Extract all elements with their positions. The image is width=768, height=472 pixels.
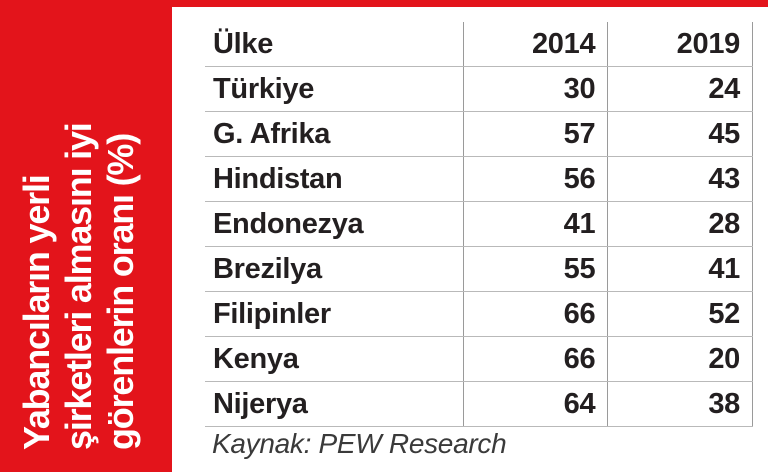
value-cell: 66 — [462, 336, 608, 382]
value-cell: 43 — [607, 156, 753, 202]
title-line: görenlerin oranı (%) — [100, 133, 141, 450]
table-row: Hindistan 56 43 — [205, 156, 753, 202]
header-row: Ülke 2014 2019 — [205, 22, 753, 67]
table-row: G. Afrika 57 45 — [205, 111, 753, 157]
title: Yabancıların yerli şirketleri almasını iy… — [2, 8, 172, 472]
value-cell: 24 — [607, 66, 753, 112]
header-cell: 2019 — [607, 22, 753, 67]
top-bar — [0, 0, 768, 7]
value-cell: 41 — [462, 201, 608, 247]
country-cell: Filipinler — [205, 291, 464, 337]
table-row: Kenya 66 20 — [205, 336, 753, 382]
table-row: Türkiye 30 24 — [205, 66, 753, 112]
value-cell: 20 — [607, 336, 753, 382]
value-cell: 66 — [462, 291, 608, 337]
country-cell: Endonezya — [205, 201, 464, 247]
value-cell: 55 — [462, 246, 608, 292]
source: Kaynak: PEW Research — [212, 428, 507, 459]
title-line: şirketleri almasını iyi — [58, 123, 99, 450]
table-row: Filipinler 66 52 — [205, 291, 753, 337]
table-row: Nijerya 64 38 — [205, 381, 753, 427]
value-cell: 30 — [462, 66, 608, 112]
country-cell: Türkiye — [205, 66, 464, 112]
table-row: Brezilya 55 41 — [205, 246, 753, 292]
value-cell: 45 — [607, 111, 753, 157]
table-row: Endonezya 41 28 — [205, 201, 753, 247]
header-cell: Ülke — [205, 22, 464, 67]
value-cell: 57 — [462, 111, 608, 157]
country-cell: G. Afrika — [205, 111, 464, 157]
value-cell: 52 — [607, 291, 753, 337]
value-cell: 41 — [607, 246, 753, 292]
country-cell: Brezilya — [205, 246, 464, 292]
value-cell: 56 — [462, 156, 608, 202]
value-cell: 64 — [462, 381, 608, 427]
country-cell: Hindistan — [205, 156, 464, 202]
data-table: Ülke 2014 2019 Türkiye 30 24 G. Afrika 57 45 Hind… — [205, 22, 753, 427]
title-line: Yabancıların yerli — [16, 175, 57, 450]
value-cell: 38 — [607, 381, 753, 427]
country-cell: Kenya — [205, 336, 464, 382]
country-cell: Nijerya — [205, 381, 464, 427]
header-cell: 2014 — [462, 22, 608, 67]
title-panel: Yabancıların yerli şirketleri almasını iy… — [0, 0, 172, 472]
value-cell: 28 — [607, 201, 753, 247]
